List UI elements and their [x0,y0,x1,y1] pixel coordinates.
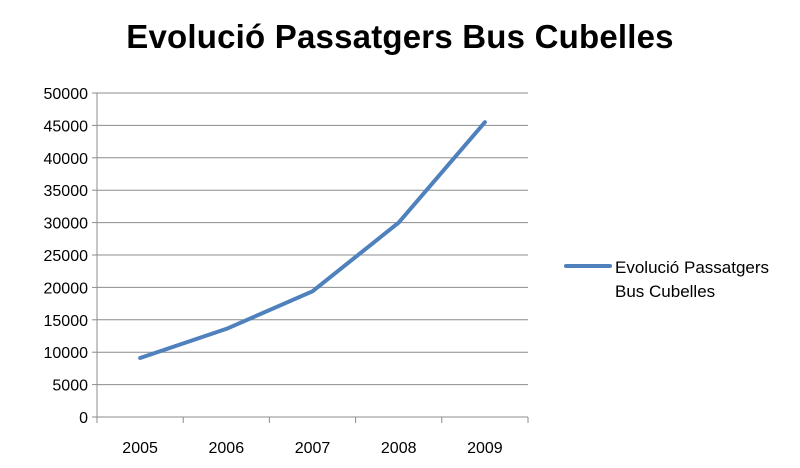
legend-label-line-2: Bus Cubelles [615,282,715,301]
x-tick-label: 2009 [467,440,503,457]
y-tick-label: 5000 [52,378,88,395]
y-tick-label: 0 [79,410,88,427]
x-tick-label: 2007 [295,440,331,457]
series-line-0 [138,120,487,360]
chart-title: Evolució Passatgers Bus Cubelles [126,18,674,55]
legend-label-line-1: Evolució Passatgers [615,258,769,277]
y-tick-label: 10000 [44,345,89,362]
y-tick-label: 15000 [44,313,89,330]
y-tick-label: 35000 [44,183,89,200]
legend: Evolució Passatgers Bus Cubelles [564,258,769,301]
y-tick-label: 40000 [44,151,89,168]
gridlines [97,92,528,386]
x-tick-label: 2006 [209,440,245,457]
y-tick-label: 30000 [44,216,89,233]
x-tick-label: 2008 [381,440,417,457]
y-tick-label: 50000 [44,86,89,103]
y-tick-label: 25000 [44,248,89,265]
series-lines [138,120,487,360]
y-tick-label: 20000 [44,280,89,297]
x-tick-label: 2005 [122,440,158,457]
y-tick-label: 45000 [44,118,89,135]
y-axis-ticks: 0 5000 10000 15000 20000 25000 30000 35000 40000… [44,86,97,427]
x-axis-ticks: 2005 2006 2007 2008 2009 [96,417,529,457]
